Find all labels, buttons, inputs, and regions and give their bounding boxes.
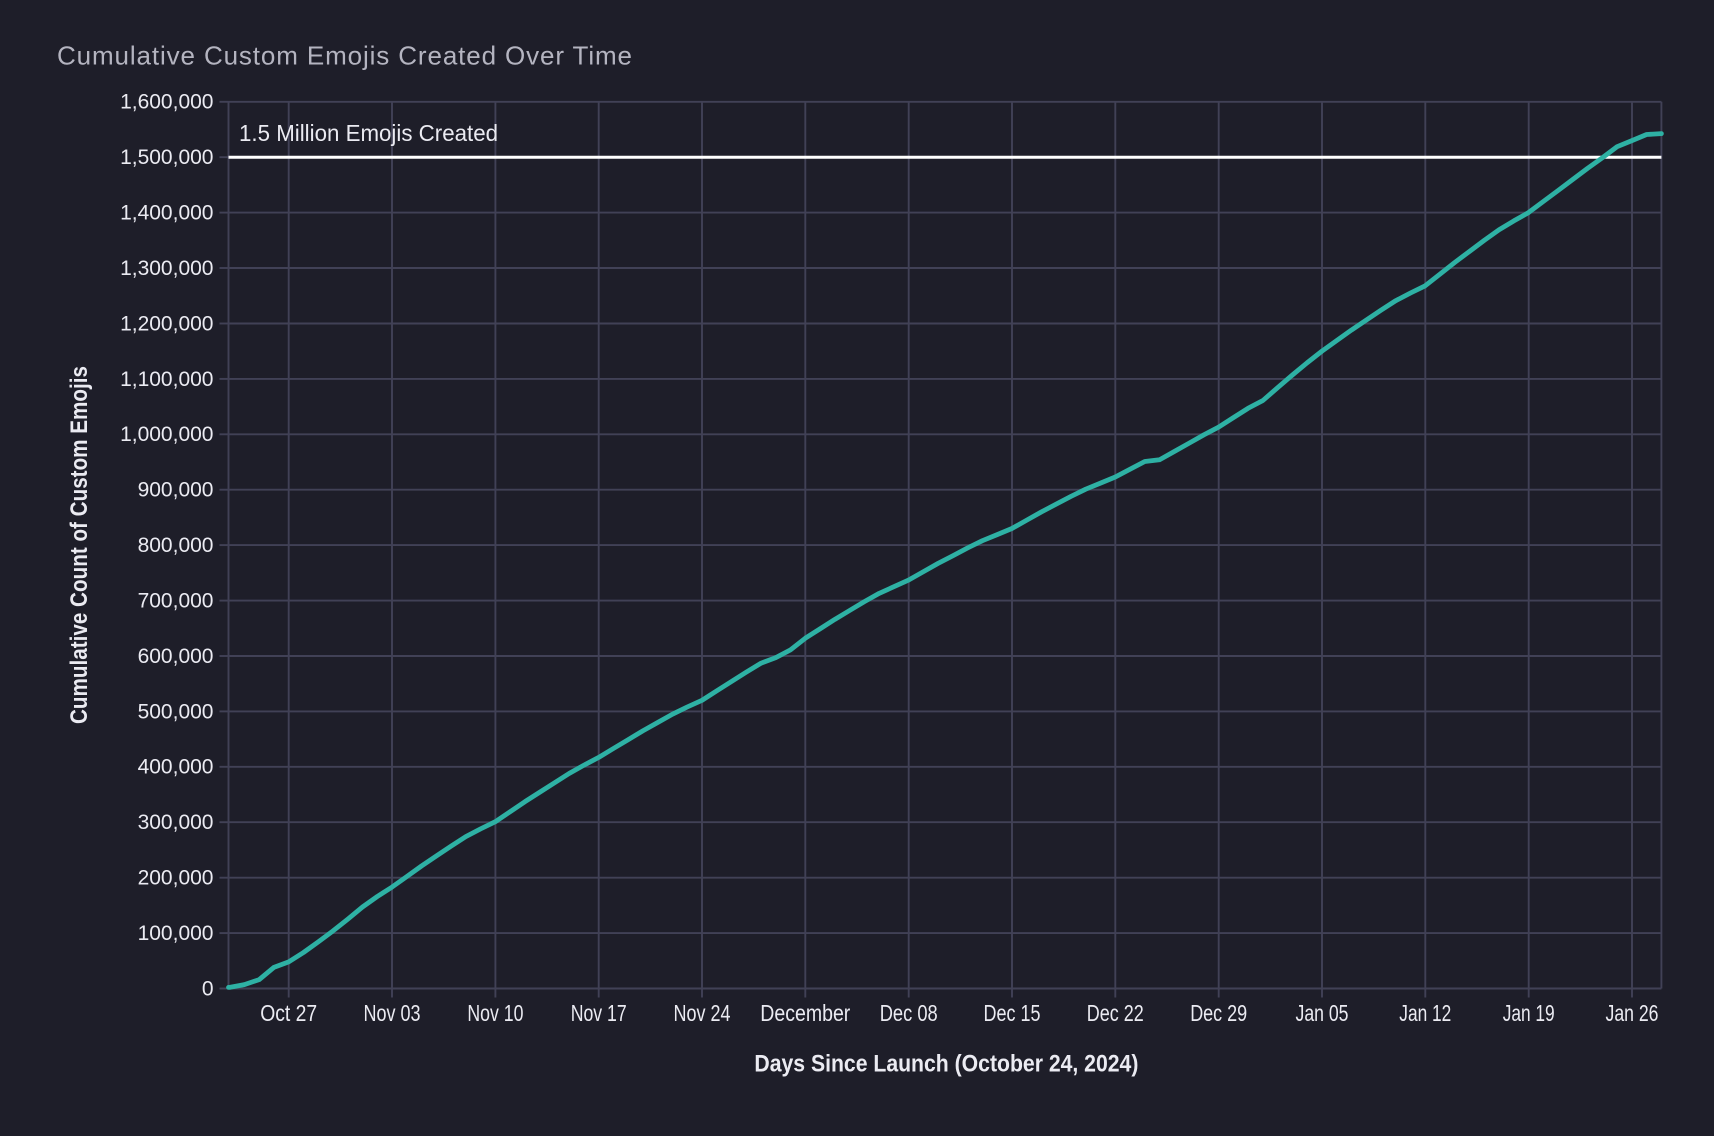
svg-text:1,600,000: 1,600,000 xyxy=(120,91,213,114)
svg-text:400,000: 400,000 xyxy=(138,756,214,779)
svg-text:Jan 05: Jan 05 xyxy=(1296,1000,1349,1026)
svg-text:1,500,000: 1,500,000 xyxy=(120,146,213,169)
svg-text:1.5 Million Emojis Created: 1.5 Million Emojis Created xyxy=(239,120,498,146)
svg-text:Nov 10: Nov 10 xyxy=(467,1000,523,1026)
svg-text:Dec 08: Dec 08 xyxy=(880,1000,938,1026)
svg-text:Jan 19: Jan 19 xyxy=(1503,1000,1555,1026)
svg-text:Nov 24: Nov 24 xyxy=(674,1000,731,1026)
svg-text:Jan 26: Jan 26 xyxy=(1606,1000,1659,1026)
svg-text:800,000: 800,000 xyxy=(138,534,214,557)
svg-text:Cumulative Count of Custom Emo: Cumulative Count of Custom Emojis xyxy=(66,366,93,724)
svg-text:1,100,000: 1,100,000 xyxy=(120,368,213,391)
svg-text:500,000: 500,000 xyxy=(138,700,214,723)
svg-text:Jan 12: Jan 12 xyxy=(1399,1000,1451,1026)
svg-text:Cumulative Custom Emojis Creat: Cumulative Custom Emojis Created Over Ti… xyxy=(57,41,632,71)
svg-text:Oct 27: Oct 27 xyxy=(260,1000,317,1026)
svg-text:1,200,000: 1,200,000 xyxy=(120,312,213,335)
svg-text:100,000: 100,000 xyxy=(138,922,214,945)
svg-text:300,000: 300,000 xyxy=(138,811,214,834)
svg-text:0: 0 xyxy=(202,977,214,1000)
svg-text:700,000: 700,000 xyxy=(138,590,214,613)
svg-text:Dec 22: Dec 22 xyxy=(1087,1000,1144,1026)
svg-text:Dec 15: Dec 15 xyxy=(984,1000,1041,1026)
svg-text:Days Since Launch (October 24,: Days Since Launch (October 24, 2024) xyxy=(754,1050,1138,1077)
svg-text:900,000: 900,000 xyxy=(138,479,214,502)
svg-text:600,000: 600,000 xyxy=(138,645,214,668)
svg-text:1,400,000: 1,400,000 xyxy=(120,202,213,225)
svg-text:Nov 17: Nov 17 xyxy=(571,1000,627,1026)
svg-text:1,300,000: 1,300,000 xyxy=(120,257,213,280)
svg-text:200,000: 200,000 xyxy=(138,867,214,890)
svg-text:Nov 03: Nov 03 xyxy=(364,1000,421,1026)
svg-text:Dec 29: Dec 29 xyxy=(1190,1000,1247,1026)
svg-text:1,000,000: 1,000,000 xyxy=(120,423,213,446)
svg-text:December: December xyxy=(760,1000,850,1026)
